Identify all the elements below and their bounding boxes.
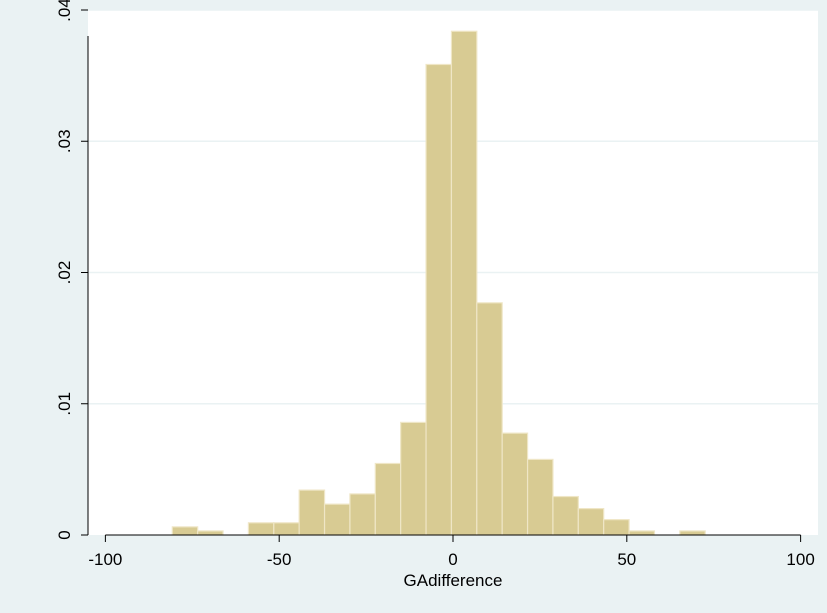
x-axis-title: GAdifference: [404, 571, 503, 590]
y-tick-label: .04: [55, 0, 74, 22]
x-tick-label: 100: [786, 550, 814, 569]
bars: [171, 30, 706, 536]
histogram-bar: [552, 495, 579, 536]
y-tick-label: .03: [55, 129, 74, 153]
histogram-bar: [450, 30, 478, 536]
y-tick-label: .02: [55, 261, 74, 285]
x-tick-label: 50: [617, 550, 636, 569]
histogram-bar: [526, 458, 554, 536]
histogram-bar: [603, 519, 630, 536]
histogram-bar: [501, 432, 529, 536]
histogram-bar: [323, 503, 351, 536]
y-tick-label: .01: [55, 392, 74, 416]
histogram-bar: [476, 302, 503, 536]
histogram-bar: [679, 530, 706, 536]
histogram-bar: [298, 489, 326, 536]
axes: 0 .01 .02 .03 .04 -100 -50 0 50 100: [55, 0, 815, 569]
histogram-bar: [628, 530, 656, 536]
x-tick-label: -50: [267, 550, 292, 569]
x-tick-label: -100: [88, 550, 122, 569]
x-tick-label: 0: [448, 550, 457, 569]
histogram-bar: [400, 421, 427, 536]
histogram-bar: [273, 522, 300, 536]
histogram-bar: [171, 526, 199, 536]
y-tick-label: 0: [55, 530, 74, 539]
histogram-bar: [247, 522, 275, 536]
histogram-bar: [197, 530, 224, 536]
histogram-bar: [349, 493, 376, 536]
histogram-bar: [425, 63, 453, 536]
histogram-bar: [577, 508, 605, 536]
histogram-bar: [374, 462, 402, 536]
